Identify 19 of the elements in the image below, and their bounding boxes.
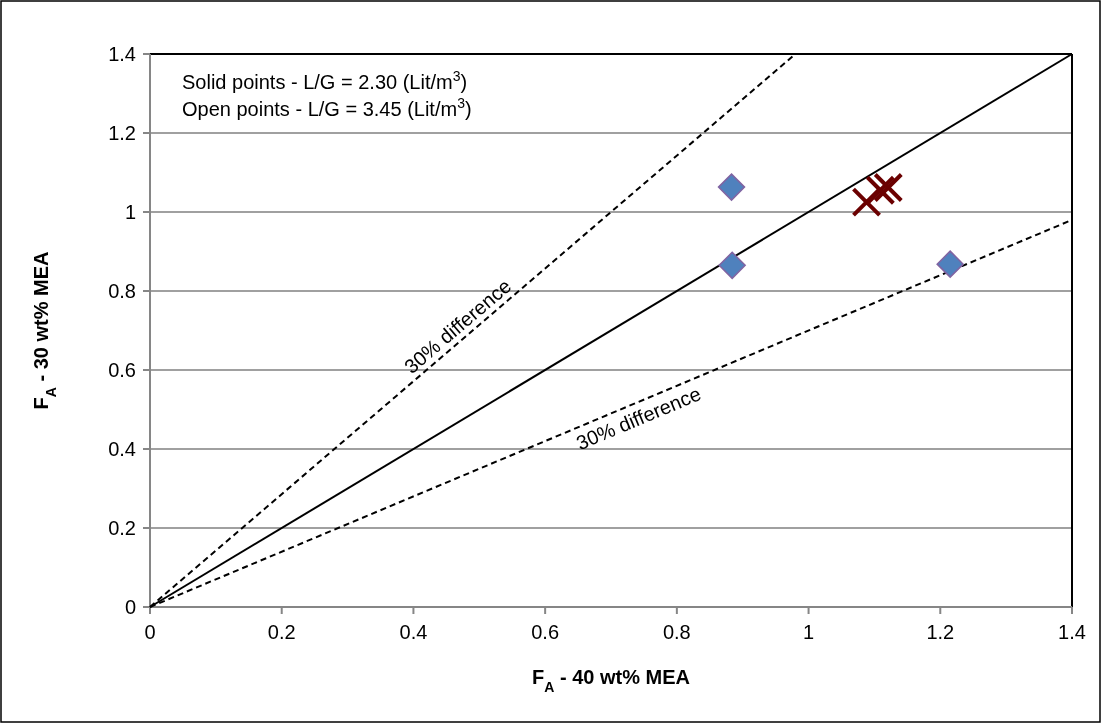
- x-axis-title: F$_{A}$ - 40 wt% MEA: [532, 666, 690, 695]
- y-tick-label: 0: [124, 596, 136, 618]
- x-tick-label: 0.6: [531, 621, 560, 643]
- annotation: Open points - L/G = 3.45 (Lit/m$^{3}$): [182, 95, 472, 120]
- y-tick-label: 0.8: [108, 280, 136, 302]
- y-tick-label: 1.4: [108, 43, 136, 65]
- y-tick-label: 1: [124, 201, 136, 223]
- y-tick-label: 0.4: [108, 438, 136, 460]
- x-tick-label: 1.2: [926, 621, 955, 643]
- x-tick-label: 0: [144, 621, 156, 643]
- x-tick-label: 0.8: [662, 621, 691, 643]
- x-tick-label: 0.2: [267, 621, 296, 643]
- annotation: Solid points - L/G = 2.30 (Lit/m$^{3}$): [182, 68, 468, 93]
- x-tick-label: 1: [803, 621, 815, 643]
- x-tick-label: 0.4: [399, 621, 428, 643]
- y-tick-label: 1.2: [108, 122, 136, 144]
- x-tick-label: 1.4: [1058, 621, 1086, 643]
- y-tick-label: 0.2: [108, 517, 136, 539]
- y-tick-label: 0.6: [108, 359, 136, 381]
